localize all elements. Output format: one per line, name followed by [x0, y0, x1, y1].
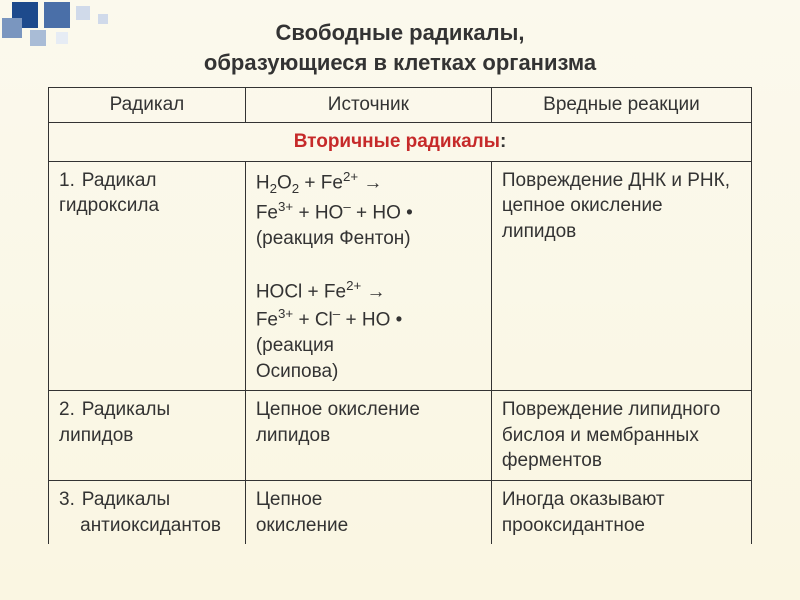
section-row: Вторичные радикалы: — [49, 123, 752, 162]
source-cell: H2O2 + Fe2+ →Fe3+ + HO– + HO •(реакция Ф… — [245, 161, 491, 391]
effect-cell: Повреждение липидного бислоя и мембранны… — [491, 391, 751, 481]
section-label: Вторичные радикалы — [294, 131, 500, 152]
radical-name-line1: Радикалы — [82, 489, 170, 510]
header-effect: Вредные реакции — [491, 88, 751, 123]
effect-line1: Иногда оказывают — [502, 489, 665, 510]
header-radical: Радикал — [49, 88, 246, 123]
effect-line2: прооксидантное — [502, 515, 645, 536]
table-header-row: Радикал Источник Вредные реакции — [49, 88, 752, 123]
row-number: 1. — [59, 168, 82, 194]
slide-title: Свободные радикалы, образующиеся в клетк… — [48, 18, 752, 77]
table-row: 2.Радикалы липидов Цепное окисление липи… — [49, 391, 752, 481]
source-line1: Цепное — [256, 489, 323, 510]
title-line-1: Свободные радикалы, — [276, 20, 525, 45]
effect-cell: Повреждение ДНК и РНК, цепное окисление … — [491, 161, 751, 391]
title-line-2: образующиеся в клетках организма — [204, 50, 596, 75]
section-suffix: : — [500, 131, 506, 152]
radical-name-line2: антиоксидантов — [80, 515, 221, 536]
table-row: 1.Радикал гидроксила H2O2 + Fe2+ →Fe3+ +… — [49, 161, 752, 391]
source-line2: окисление — [256, 515, 348, 536]
row-number: 2. — [59, 397, 82, 423]
radicals-table: Радикал Источник Вредные реакции Вторичн… — [48, 87, 752, 544]
table-row: 3.Радикалы антиоксидантов Цепное окислен… — [49, 481, 752, 545]
row-number: 3. — [59, 487, 82, 513]
source-cell: Цепное окисление липидов — [245, 391, 491, 481]
header-source: Источник — [245, 88, 491, 123]
